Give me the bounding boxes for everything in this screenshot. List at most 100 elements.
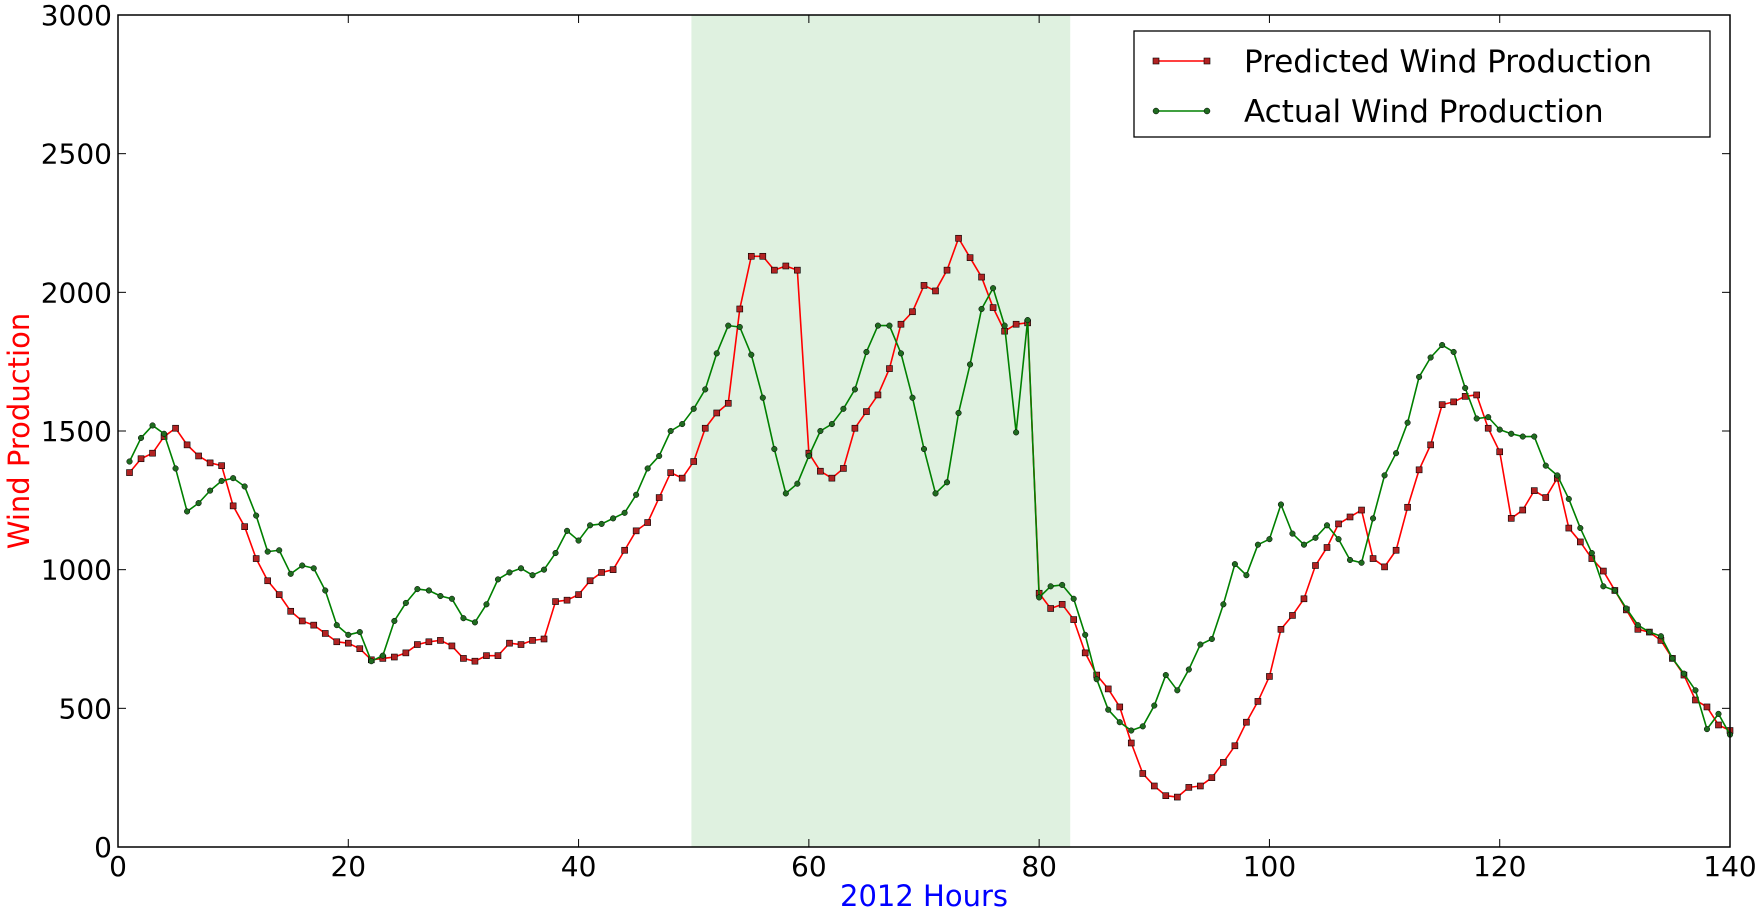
data-point-predicted <box>978 273 985 281</box>
data-point-actual <box>1462 384 1469 392</box>
data-point-predicted <box>183 441 191 449</box>
data-point-actual <box>195 500 202 507</box>
data-point-actual <box>126 458 133 465</box>
data-point-predicted <box>897 320 905 328</box>
data-point-actual <box>1588 549 1595 557</box>
data-point-actual <box>690 405 697 412</box>
data-point-actual <box>471 619 478 626</box>
data-point-actual <box>1013 429 1020 436</box>
data-point-predicted <box>494 652 502 659</box>
data-point-actual <box>276 547 283 554</box>
data-point-predicted <box>1484 424 1492 432</box>
data-point-actual <box>1254 541 1261 548</box>
x-tick-label: 0 <box>109 850 127 883</box>
legend-entry-predicted: Predicted Wind Production <box>1152 44 1652 80</box>
data-point-predicted <box>471 657 479 665</box>
data-point-actual <box>184 508 191 515</box>
data-point-predicted <box>1277 625 1285 633</box>
x-tick-label: 60 <box>791 850 827 883</box>
data-point-predicted <box>817 467 824 475</box>
data-point-actual <box>1381 472 1388 479</box>
data-point-predicted <box>828 474 836 482</box>
data-point-actual <box>1450 348 1457 356</box>
data-point-predicted <box>736 305 744 313</box>
data-point-actual <box>1312 534 1319 541</box>
data-point-predicted <box>391 653 398 661</box>
series-line-actual <box>128 287 1731 736</box>
data-point-actual <box>437 592 444 600</box>
x-tick-label: 100 <box>1243 850 1296 883</box>
data-point-actual <box>322 587 329 594</box>
y-tick-label: 500 <box>59 692 112 725</box>
data-point-predicted <box>874 391 882 399</box>
data-point-actual <box>1554 472 1561 479</box>
data-point-predicted <box>1116 703 1124 711</box>
data-point-actual <box>782 490 789 497</box>
data-point-predicted <box>1150 782 1158 790</box>
data-point-predicted <box>644 519 651 526</box>
data-point-predicted <box>1392 546 1400 554</box>
data-point-predicted <box>1081 649 1089 657</box>
data-point-actual <box>1692 687 1699 694</box>
data-point-predicted <box>943 266 951 274</box>
data-point-predicted <box>920 282 928 289</box>
data-point-actual <box>356 629 363 636</box>
data-point-actual <box>1404 419 1411 426</box>
legend-swatch-actual-marker <box>1203 107 1211 115</box>
data-point-actual <box>207 487 214 494</box>
data-point-actual <box>1519 433 1526 440</box>
data-point-actual <box>874 322 881 329</box>
data-point-predicted <box>747 252 755 260</box>
data-point-actual <box>1162 672 1169 679</box>
data-point-actual <box>506 569 513 576</box>
data-point-actual <box>978 305 985 313</box>
data-point-predicted <box>137 455 145 463</box>
data-point-actual <box>149 422 156 429</box>
data-point-predicted <box>1715 721 1722 729</box>
data-point-actual <box>621 509 628 516</box>
data-point-predicted <box>563 596 571 604</box>
data-point-actual <box>610 515 617 522</box>
data-point-actual <box>736 323 743 331</box>
data-point-actual <box>805 452 812 460</box>
data-point-actual <box>1715 710 1722 717</box>
data-point-predicted <box>172 424 179 432</box>
data-point-predicted <box>1519 506 1527 514</box>
data-point-predicted <box>1473 391 1480 399</box>
data-point-actual <box>943 479 951 486</box>
legend-swatch-actual-marker <box>1152 107 1160 115</box>
data-point-actual <box>1070 595 1077 602</box>
highlight-band-layer <box>691 15 1071 847</box>
data-point-predicted <box>264 577 271 585</box>
tick-layer: 0 20 40 60 80 100 120 140 0 500 1000 1500 2000 2500 30… <box>41 0 1757 883</box>
data-point-predicted <box>989 304 997 311</box>
data-point-predicted <box>678 474 686 482</box>
data-point-actual <box>667 427 674 435</box>
data-point-actual <box>863 348 870 356</box>
data-point-actual <box>1634 622 1641 629</box>
data-point-predicted <box>690 458 698 465</box>
data-point-actual <box>1231 561 1238 568</box>
legend-swatch-predicted-marker <box>1152 57 1160 65</box>
data-point-actual <box>679 421 686 428</box>
data-point-predicted <box>1438 401 1446 408</box>
data-point-actual <box>1001 322 1008 329</box>
data-point-predicted <box>1369 555 1377 562</box>
data-point-actual <box>1128 727 1135 734</box>
data-point-actual <box>1531 433 1538 440</box>
data-point-predicted <box>1565 524 1573 532</box>
data-point-predicted <box>344 639 352 647</box>
data-point-actual <box>287 570 294 577</box>
data-point-actual <box>1508 430 1515 437</box>
y-tick-label: 1000 <box>41 554 112 587</box>
data-point-actual <box>483 601 490 608</box>
data-point-actual <box>644 465 651 472</box>
data-point-actual <box>1277 501 1284 508</box>
data-point-predicted <box>966 254 974 261</box>
data-point-predicted <box>540 635 548 643</box>
data-point-predicted <box>955 234 962 242</box>
data-point-predicted <box>667 469 674 476</box>
data-point-predicted <box>1577 538 1584 546</box>
data-point-actual <box>920 445 928 453</box>
data-point-predicted <box>1346 513 1354 521</box>
